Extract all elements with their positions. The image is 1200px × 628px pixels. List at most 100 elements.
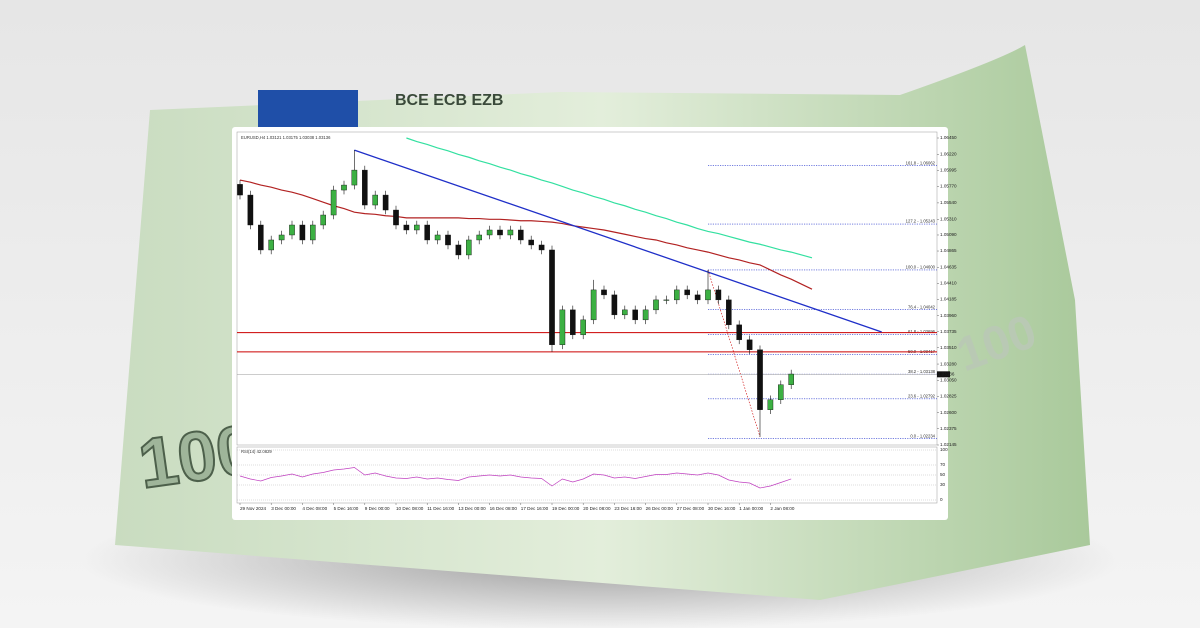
x-tick-label: 19 Dec 00:00 — [552, 506, 580, 511]
candle-body — [559, 309, 566, 346]
candle-body — [622, 309, 628, 316]
candle-body — [434, 234, 441, 241]
fib-label: 127.2 - 1.05243 — [906, 219, 936, 224]
current-price-tag — [937, 371, 950, 378]
candle-body — [674, 289, 680, 301]
candle-body — [736, 324, 742, 341]
current-price-label: 1.03136 — [938, 372, 955, 377]
x-tick-label: 10 Dec 08:00 — [396, 506, 424, 511]
candle-body — [310, 224, 316, 241]
candle-body — [330, 189, 337, 216]
candle-body — [299, 224, 306, 241]
candle-body — [538, 244, 545, 251]
candle-body — [746, 339, 753, 350]
y-tick-label: 1.03280 — [940, 361, 957, 366]
rsi-tick-label: 30 — [940, 482, 946, 487]
eu-flag — [258, 90, 358, 130]
y-tick-label: 1.03510 — [940, 345, 957, 350]
candle-body — [601, 289, 607, 296]
y-tick-label: 1.02825 — [940, 394, 957, 399]
candle-body — [611, 294, 618, 316]
fib-label: 38.2 - 1.03138 — [908, 369, 936, 374]
fib-label: 161.8 - 1.06062 — [906, 160, 936, 165]
candle-body — [642, 309, 649, 321]
x-tick-label: 23 Dec 16:00 — [614, 506, 642, 511]
candle-body — [757, 349, 763, 410]
price-panel — [236, 131, 938, 446]
candle-body — [476, 234, 483, 241]
y-tick-label: 1.04865 — [940, 248, 957, 253]
fib-label: 100.0 - 1.04600 — [906, 265, 936, 270]
fib-anchor — [707, 269, 761, 437]
rsi-tick-label: 0 — [940, 497, 943, 502]
fib-label: 76.4 - 1.04042 — [908, 304, 936, 309]
candle-body — [528, 239, 534, 246]
candle-body — [393, 209, 399, 226]
y-tick-label: 1.02375 — [940, 426, 957, 431]
rsi-title: RSI(14) 42.0829 — [241, 449, 272, 454]
candle-body — [362, 169, 368, 206]
candle-body — [632, 309, 638, 321]
candle-body — [414, 224, 420, 231]
candle-body — [726, 299, 732, 326]
candle-body — [289, 224, 295, 236]
moving-average — [406, 137, 813, 259]
candle-body — [341, 184, 347, 191]
chart-header: EURUSD,H4 1.03121 1.03175 1.03038 1.0313… — [241, 135, 331, 140]
candle-body — [694, 294, 701, 301]
candle-body — [278, 234, 285, 241]
y-tick-label: 1.06450 — [940, 135, 957, 140]
x-tick-label: 16 Dec 08:00 — [490, 506, 518, 511]
x-tick-label: 26 Dec 00:00 — [646, 506, 674, 511]
candle-body — [320, 214, 327, 226]
y-tick-label: 1.02600 — [940, 410, 957, 415]
fib-label: 61.8 - 1.03696 — [908, 329, 936, 334]
fib-label: 23.6 - 1.02792 — [908, 393, 936, 398]
candle-body — [767, 399, 774, 410]
y-tick-label: 1.03050 — [940, 378, 957, 383]
fib-label: 0.0 - 1.02234 — [910, 433, 935, 438]
candle-body — [653, 299, 659, 311]
candle-body — [507, 229, 514, 236]
y-tick-label: 1.06220 — [940, 152, 957, 157]
candle-body — [247, 194, 254, 226]
candle-body — [497, 229, 503, 236]
candle-body — [237, 184, 243, 196]
x-tick-label: 29 Nov 2024 — [240, 506, 266, 511]
candle-body — [778, 384, 784, 400]
y-tick-label: 1.05310 — [940, 217, 957, 222]
y-tick-label: 1.04185 — [940, 297, 957, 302]
candle-body — [715, 289, 722, 301]
x-tick-label: 9 Dec 00:00 — [365, 506, 390, 511]
candle-body — [351, 169, 358, 186]
y-tick-label: 1.05540 — [940, 200, 957, 205]
x-tick-label: 4 Dec 08:00 — [302, 506, 327, 511]
candle-body — [580, 319, 586, 336]
candle-body — [424, 224, 431, 241]
y-tick-label: 1.05090 — [940, 232, 957, 237]
rsi-line — [239, 467, 792, 489]
candle-body — [258, 224, 264, 251]
y-tick-label: 1.03735 — [940, 329, 957, 334]
chart-card — [232, 127, 948, 520]
y-tick-label: 1.03960 — [940, 313, 957, 318]
x-tick-label: 27 Dec 08:00 — [677, 506, 705, 511]
note-issuer: BCE ECB EZB — [395, 92, 503, 109]
y-tick-label: 1.04410 — [940, 281, 957, 286]
candle-body — [466, 239, 472, 256]
x-tick-label: 20 Dec 08:00 — [583, 506, 611, 511]
candle-body — [518, 229, 524, 241]
candle-body — [455, 244, 462, 256]
x-tick-label: 1 Jan 00:00 — [739, 506, 763, 511]
candle-body — [445, 234, 451, 246]
rsi-tick-label: 70 — [940, 462, 946, 467]
candle-body — [403, 224, 410, 231]
trendline — [354, 149, 882, 333]
x-tick-label: 17 Dec 16:00 — [521, 506, 549, 511]
x-tick-label: 13 Dec 00:00 — [458, 506, 486, 511]
y-tick-label: 1.05770 — [940, 184, 957, 189]
x-tick-label: 11 Dec 16:00 — [427, 506, 454, 511]
y-tick-label: 1.02145 — [940, 442, 957, 447]
candle-body — [486, 229, 493, 236]
